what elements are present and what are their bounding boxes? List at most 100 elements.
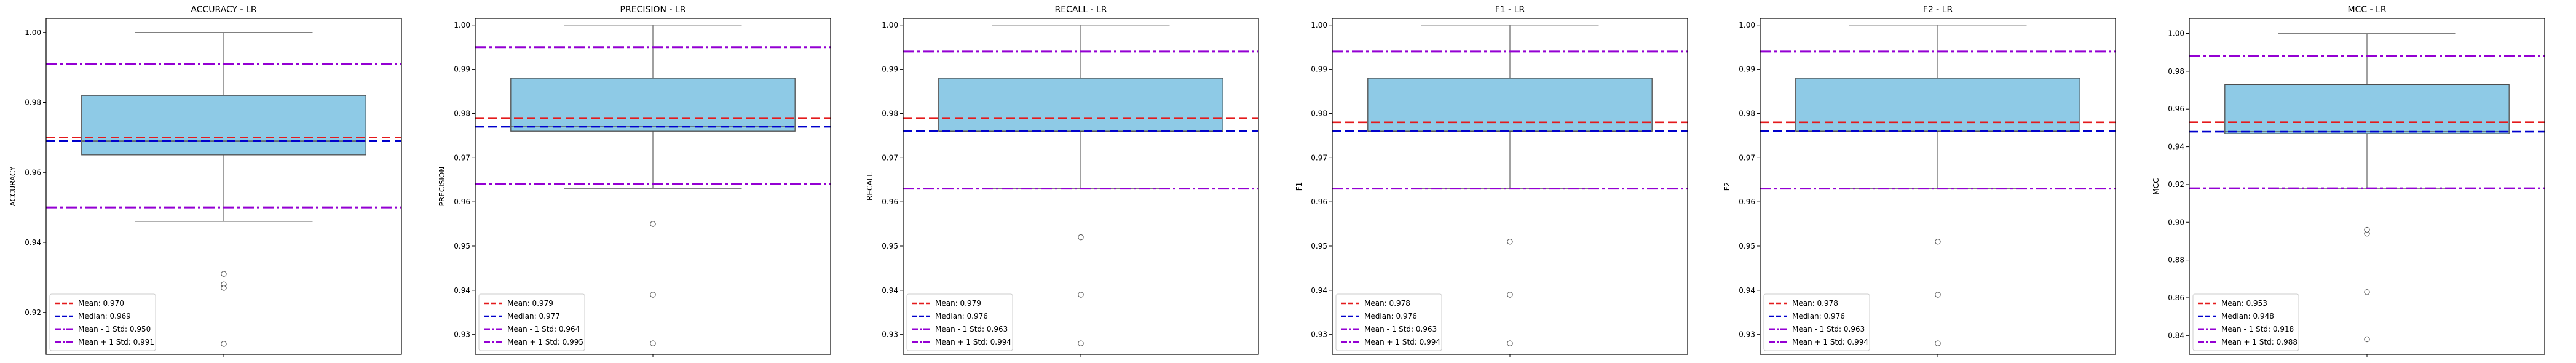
panel-4: 0.93 0.94 0.95 0.96 0.97 0.98 0.99 1.00 F1 - LR F… <box>1295 5 1688 357</box>
legend-entry: Mean + 1 Std: 0.988 <box>2221 338 2297 346</box>
y-tick-label: 0.92 <box>25 308 41 317</box>
y-tick-label: 1.00 <box>1311 21 1327 30</box>
chart-title: RECALL - LR <box>1054 5 1107 15</box>
chart-title: F1 - LR <box>1495 5 1525 15</box>
y-tick-label: 0.99 <box>454 65 470 74</box>
box-iqr <box>1367 78 1653 132</box>
y-tick-label: 0.94 <box>882 286 898 295</box>
legend: Mean: 0.953 Median: 0.948 Mean - 1 Std: 0.… <box>2192 293 2299 351</box>
legend-entry: Mean - 1 Std: 0.964 <box>507 325 580 333</box>
legend-entry: Median: 0.976 <box>1792 312 1845 321</box>
y-axis-label: F1 <box>1295 182 1303 191</box>
y-tick-label: 0.93 <box>454 330 470 339</box>
legend: Mean: 0.978 Median: 0.976 Mean - 1 Std: 0.… <box>1763 293 1870 351</box>
box-iqr <box>81 95 366 156</box>
legend-entry: Mean: 0.979 <box>935 299 981 308</box>
chart-title: F2 - LR <box>1923 5 1953 15</box>
legend-entry: Mean: 0.979 <box>507 299 553 308</box>
y-tick-label: 0.98 <box>1739 109 1755 118</box>
legend-entry: Mean + 1 Std: 0.994 <box>935 338 1011 346</box>
legend-entry: Mean - 1 Std: 0.963 <box>935 325 1008 333</box>
y-tick-label: 0.98 <box>454 109 470 118</box>
y-tick-label: 0.95 <box>1739 242 1755 250</box>
legend-entry: Median: 0.969 <box>78 312 131 321</box>
legend-entry: Median: 0.948 <box>2221 312 2274 321</box>
y-tick-label: 1.00 <box>2168 30 2184 38</box>
plot-area <box>46 32 401 347</box>
outlier-point <box>2364 226 2370 233</box>
legend-box <box>49 293 156 351</box>
chart-title: ACCURACY - LR <box>191 5 256 15</box>
y-tick-label: 0.93 <box>882 330 898 339</box>
y-tick-label: 0.94 <box>2168 143 2184 151</box>
y-tick-label: 0.98 <box>2168 67 2184 76</box>
y-tick-label: 0.94 <box>1739 286 1755 295</box>
legend: Mean: 0.970 Median: 0.969 Mean - 1 Std: 0.… <box>49 293 156 351</box>
y-tick-label: 0.96 <box>1311 197 1327 206</box>
outlier-point <box>650 292 656 298</box>
y-axis-label: F2 <box>1723 182 1731 191</box>
y-axis-label: RECALL <box>866 172 874 201</box>
plot-area <box>2189 33 2545 343</box>
y-tick-label: 0.97 <box>1739 153 1755 162</box>
outlier-point <box>1507 340 1513 346</box>
y-tick-label: 1.00 <box>882 21 898 30</box>
legend-entry: Mean - 1 Std: 0.963 <box>1792 325 1865 333</box>
y-tick-label: 0.99 <box>882 65 898 74</box>
y-tick-label: 0.94 <box>454 286 470 295</box>
y-tick-label: 0.95 <box>1311 242 1327 250</box>
y-tick-label: 0.96 <box>1739 197 1755 206</box>
y-tick-label: 0.90 <box>2168 218 2184 226</box>
legend-box <box>1763 293 1870 351</box>
outlier-point <box>221 341 227 347</box>
y-tick-label: 0.97 <box>1311 153 1327 162</box>
y-tick-label: 0.93 <box>1311 330 1327 339</box>
box-iqr <box>938 78 1223 132</box>
outlier-point <box>1935 340 1941 346</box>
legend-entry: Mean - 1 Std: 0.950 <box>78 325 151 333</box>
panel-2: 0.93 0.94 0.95 0.96 0.97 0.98 0.99 1.00 PRECISIO… <box>438 5 831 357</box>
legend-entry: Mean + 1 Std: 0.994 <box>1792 338 1868 346</box>
y-tick-label: 0.98 <box>882 109 898 118</box>
y-tick-label: 0.95 <box>882 242 898 250</box>
outlier-point <box>1935 292 1941 298</box>
plot-area <box>475 25 831 346</box>
legend-entry: Mean: 0.953 <box>2221 299 2267 308</box>
plot-area <box>1332 25 1688 346</box>
panel-6: 0.84 0.86 0.88 0.90 0.92 0.94 0.96 0.98 1.00 MCC … <box>2152 5 2545 357</box>
chart-title: PRECISION - LR <box>620 5 686 15</box>
legend-entry: Median: 0.977 <box>507 312 560 321</box>
legend-entry: Median: 0.976 <box>1364 312 1417 321</box>
panel-1: 0.92 0.94 0.96 0.98 1.00 ACCURACY - LR ACCURAC… <box>9 5 402 357</box>
legend-entry: Mean: 0.970 <box>78 299 124 308</box>
y-tick-label: 1.00 <box>1739 21 1755 30</box>
panel-5: 0.93 0.94 0.95 0.96 0.97 0.98 0.99 1.00 F2 - LR F… <box>1723 5 2116 357</box>
legend-box <box>478 293 585 351</box>
y-tick-label: 0.98 <box>25 98 41 107</box>
outlier-point <box>2364 230 2370 237</box>
outlier-point <box>221 285 227 291</box>
legend: Mean: 0.979 Median: 0.977 Mean - 1 Std: 0.… <box>478 293 585 351</box>
outlier-point <box>1507 239 1513 245</box>
plot-area <box>903 25 1258 346</box>
y-tick-label: 0.93 <box>1739 330 1755 339</box>
y-tick-label: 0.84 <box>2168 331 2184 340</box>
box-iqr <box>510 78 796 132</box>
box-iqr <box>2224 84 2510 134</box>
y-tick-label: 0.92 <box>2168 180 2184 189</box>
outlier-point <box>1078 340 1084 346</box>
plot-area <box>1760 25 2116 346</box>
y-tick-label: 0.96 <box>25 168 41 177</box>
legend-entry: Mean: 0.978 <box>1792 299 1838 308</box>
legend-box <box>1335 293 1442 351</box>
y-tick-label: 0.88 <box>2168 256 2184 265</box>
legend: Mean: 0.979 Median: 0.976 Mean - 1 Std: 0.… <box>906 293 1013 351</box>
y-tick-label: 1.00 <box>454 21 470 30</box>
y-tick-label: 0.95 <box>454 242 470 250</box>
y-tick-label: 0.99 <box>1311 65 1327 74</box>
y-tick-label: 1.00 <box>25 28 41 37</box>
legend-entry: Mean + 1 Std: 0.991 <box>78 338 154 346</box>
y-axis-label: MCC <box>2152 178 2160 194</box>
panel-3: 0.93 0.94 0.95 0.96 0.97 0.98 0.99 1.00 RECALL -… <box>866 5 1259 357</box>
